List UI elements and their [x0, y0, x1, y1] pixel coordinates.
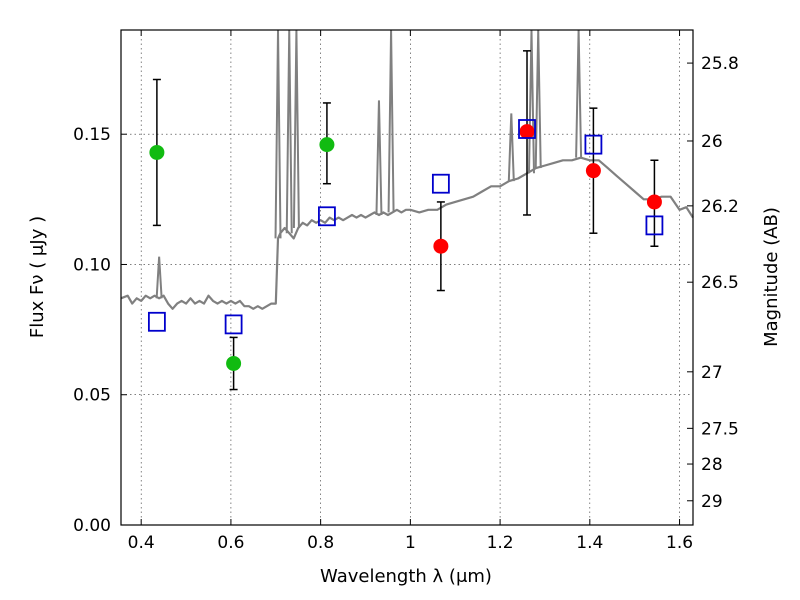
x-tick-label: 0.8 [307, 533, 334, 553]
x-tick-label: 0.4 [128, 533, 155, 553]
data-point-circle [585, 163, 601, 179]
emission-line-spike [507, 113, 515, 182]
y2-tick-label: 27.5 [701, 419, 739, 439]
y2-tick-label: 29 [701, 492, 723, 512]
y-tick-label: 0.00 [73, 516, 111, 536]
emission-line-spike [375, 100, 383, 215]
data-point-square [318, 206, 336, 227]
x-tick-label: 1.4 [576, 533, 603, 553]
data-point-square [584, 134, 603, 155]
data-point-square [224, 314, 243, 335]
data-point-square [147, 311, 166, 332]
y2-axis-label: Magnitude (AB) [761, 207, 782, 347]
data-point-square [518, 119, 536, 139]
data-point-square [645, 215, 664, 236]
data-point-circle [319, 137, 335, 153]
grid [121, 30, 693, 526]
axis-ticks [121, 30, 693, 526]
data-point-circle [646, 194, 662, 210]
y2-tick-label: 28 [701, 455, 723, 475]
tick-labels: 0.4 0.6 0.8 1 1.2 1.4 1.6 0.00 0.05 0.10 0.15 25.8 2… [73, 54, 739, 553]
y2-tick-label: 26.2 [701, 197, 739, 217]
emission-line-spike [155, 256, 163, 299]
x-axis-label: Wavelength λ (μm) [320, 566, 492, 587]
x-tick-label: 1 [405, 533, 416, 553]
plot-frame [120, 29, 694, 526]
data-point-circle [433, 238, 449, 254]
y-tick-label: 0.05 [73, 386, 111, 406]
y2-tick-label: 26.5 [701, 273, 739, 293]
x-tick-label: 1.6 [666, 533, 693, 553]
y-tick-label: 0.10 [73, 255, 111, 275]
data-point-circle [519, 124, 535, 140]
x-tick-label: 0.6 [217, 533, 244, 553]
y2-tick-label: 25.8 [701, 54, 739, 74]
data-markers [147, 50, 664, 391]
y-axis-label: Flux Fν ( μJy ) [27, 216, 48, 338]
y-tick-label: 0.15 [73, 125, 111, 145]
spectrum-line [120, 156, 694, 310]
data-point-circle [226, 355, 242, 371]
y2-tick-label: 27 [701, 363, 723, 383]
y2-tick-label: 26 [701, 132, 723, 152]
x-tick-label: 1.2 [487, 533, 514, 553]
data-point-square [431, 173, 450, 194]
data-point-circle [149, 144, 165, 160]
plot-background [121, 30, 693, 525]
